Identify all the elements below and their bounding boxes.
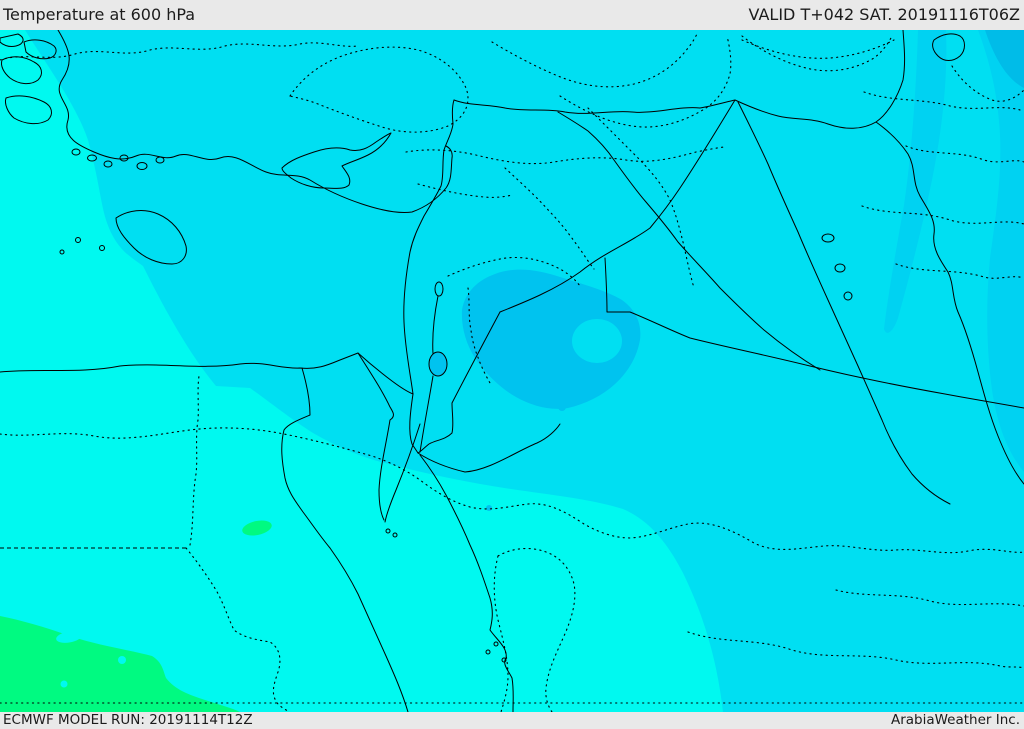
cold-blob-hole — [572, 319, 622, 363]
provider-label: ArabiaWeather Inc. — [890, 711, 1020, 728]
temperature-bands — [0, 30, 1024, 712]
tiran-islands — [385, 528, 391, 534]
dead-sea-outline — [428, 351, 448, 377]
aegean-islands — [0, 33, 187, 265]
lake-urmia-outline — [932, 33, 965, 61]
iraq-iran-border — [875, 121, 1024, 485]
red-sea-islands — [493, 641, 499, 647]
green-band-hole-small — [60, 680, 68, 688]
jordan-valley-line — [419, 295, 439, 453]
dead-sea-cold-patch — [429, 352, 447, 376]
cyprus-outline — [281, 132, 392, 189]
band-cold-blob-jordan — [461, 269, 641, 409]
jordan-saudi-border-east — [417, 423, 561, 473]
coastlines-and-borders — [0, 30, 1024, 712]
band-cooler-right-edge — [978, 30, 1024, 472]
lake-razzaza — [843, 291, 853, 301]
syria-iraq-border — [499, 99, 736, 313]
gulf-of-aqaba-shore — [384, 423, 421, 523]
tiran-islands — [392, 532, 398, 538]
red-sea-islands — [485, 649, 491, 655]
cold-patch-dot — [486, 505, 492, 511]
lake-habbaniyah — [834, 263, 846, 273]
weather-map — [0, 30, 1024, 712]
red-sea-islands — [501, 657, 507, 663]
header-bar: Temperature at 600 hPa VALID T+042 SAT. … — [0, 0, 1024, 30]
green-band-hole — [56, 631, 82, 643]
green-patch-small — [242, 520, 272, 536]
levant-egypt-coastline — [0, 99, 455, 395]
footer-bar: ECMWF MODEL RUN: 20191114T12Z ArabiaWeat… — [0, 712, 1024, 729]
isotherm-contours — [0, 31, 1024, 712]
model-run-label: ECMWF MODEL RUN: 20191114T12Z — [3, 711, 253, 728]
egypt-israel-border — [409, 393, 419, 454]
red-sea-east-coast — [419, 454, 514, 712]
jordan-saudi-border — [417, 311, 501, 454]
valid-time-label: VALID T+042 SAT. 20191116T06Z — [748, 5, 1020, 24]
suez-canal — [357, 352, 394, 521]
euphrates-river — [557, 111, 821, 371]
nile-and-red-sea-west-coast — [281, 367, 409, 712]
lake-tharthar — [821, 233, 835, 243]
iraq-saudi-border — [604, 257, 1024, 409]
cold-patch-dot — [558, 403, 566, 411]
green-band-hole-small — [118, 656, 126, 664]
band-warm-bright — [0, 30, 723, 712]
band-coldest-corner — [985, 30, 1024, 88]
tigris-river — [737, 101, 951, 505]
temperature-map-canvas — [0, 30, 1024, 712]
map-title: Temperature at 600 hPa — [3, 5, 196, 24]
sea-of-galilee-outline — [434, 281, 444, 297]
